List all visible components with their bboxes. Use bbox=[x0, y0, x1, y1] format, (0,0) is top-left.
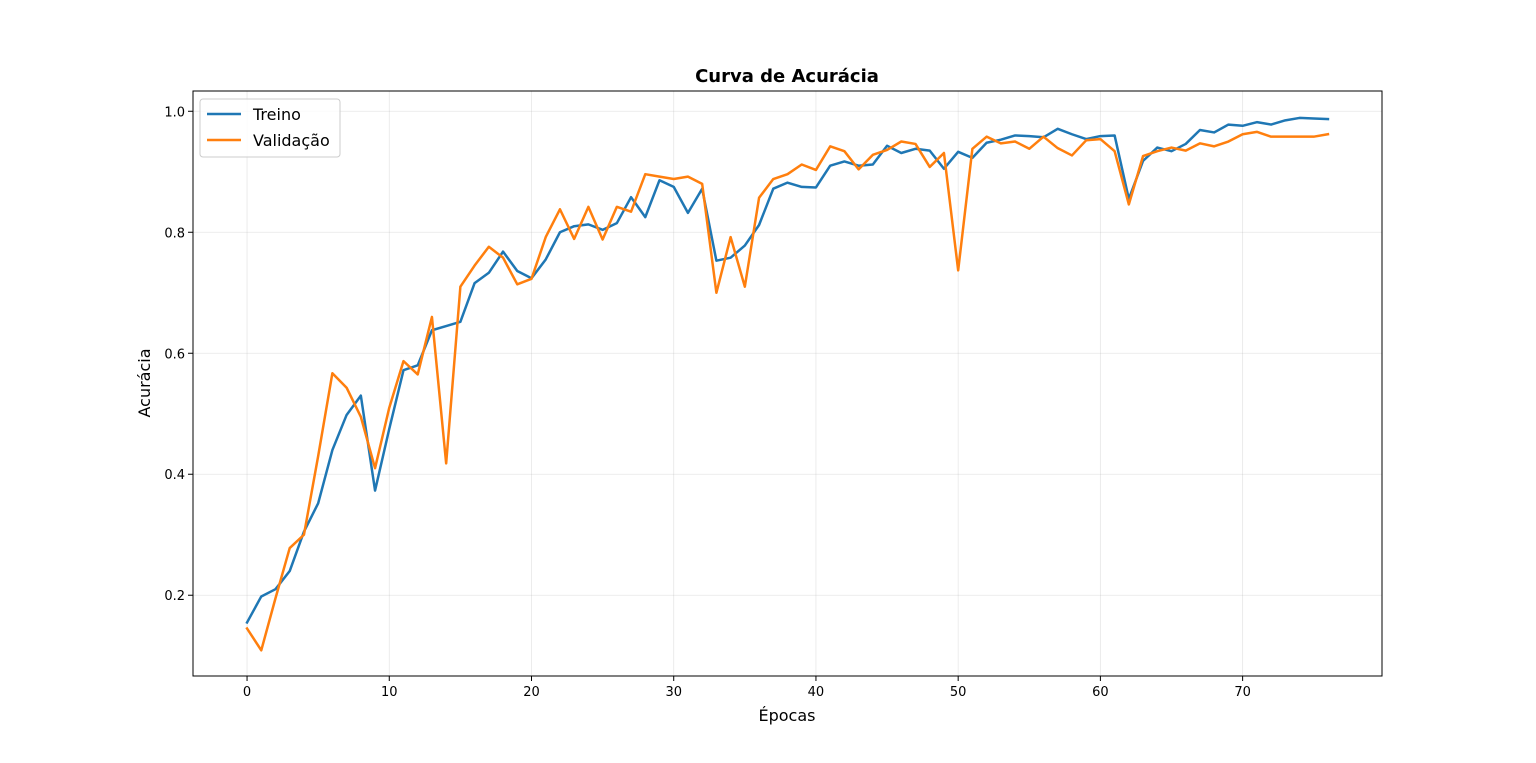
x-tick-label: 10 bbox=[381, 685, 398, 700]
series-lines bbox=[245, 116, 1330, 652]
legend-label-treino: Treino bbox=[252, 105, 301, 124]
y-axis-label: Acurácia bbox=[135, 348, 154, 417]
x-tick-label: 60 bbox=[1092, 685, 1109, 700]
y-tick-label: 0.2 bbox=[164, 589, 185, 604]
chart-title: Curva de Acurácia bbox=[695, 66, 879, 87]
x-tick-label: 50 bbox=[950, 685, 967, 700]
y-tick-label: 1.0 bbox=[164, 105, 185, 120]
x-tick-label: 0 bbox=[243, 685, 251, 700]
y-tick-label: 0.4 bbox=[164, 468, 185, 483]
legend-label-validacao: Validação bbox=[253, 131, 330, 150]
axis-ticks: 0 10 20 30 40 50 60 70 0.2 0.4 0.6 0.8 1.0 bbox=[164, 105, 1251, 700]
x-tick-label: 20 bbox=[523, 685, 540, 700]
series-line-treino bbox=[245, 116, 1330, 625]
x-tick-label: 40 bbox=[808, 685, 825, 700]
x-axis-label: Épocas bbox=[759, 706, 816, 725]
series-line-validacao bbox=[245, 130, 1330, 652]
grid bbox=[193, 91, 1382, 676]
legend: Treino Validação bbox=[199, 98, 341, 158]
plot-area-frame bbox=[192, 90, 1383, 677]
y-tick-label: 0.6 bbox=[164, 347, 185, 362]
y-tick-label: 0.8 bbox=[164, 226, 185, 241]
x-tick-label: 30 bbox=[665, 685, 682, 700]
x-tick-label: 70 bbox=[1234, 685, 1251, 700]
